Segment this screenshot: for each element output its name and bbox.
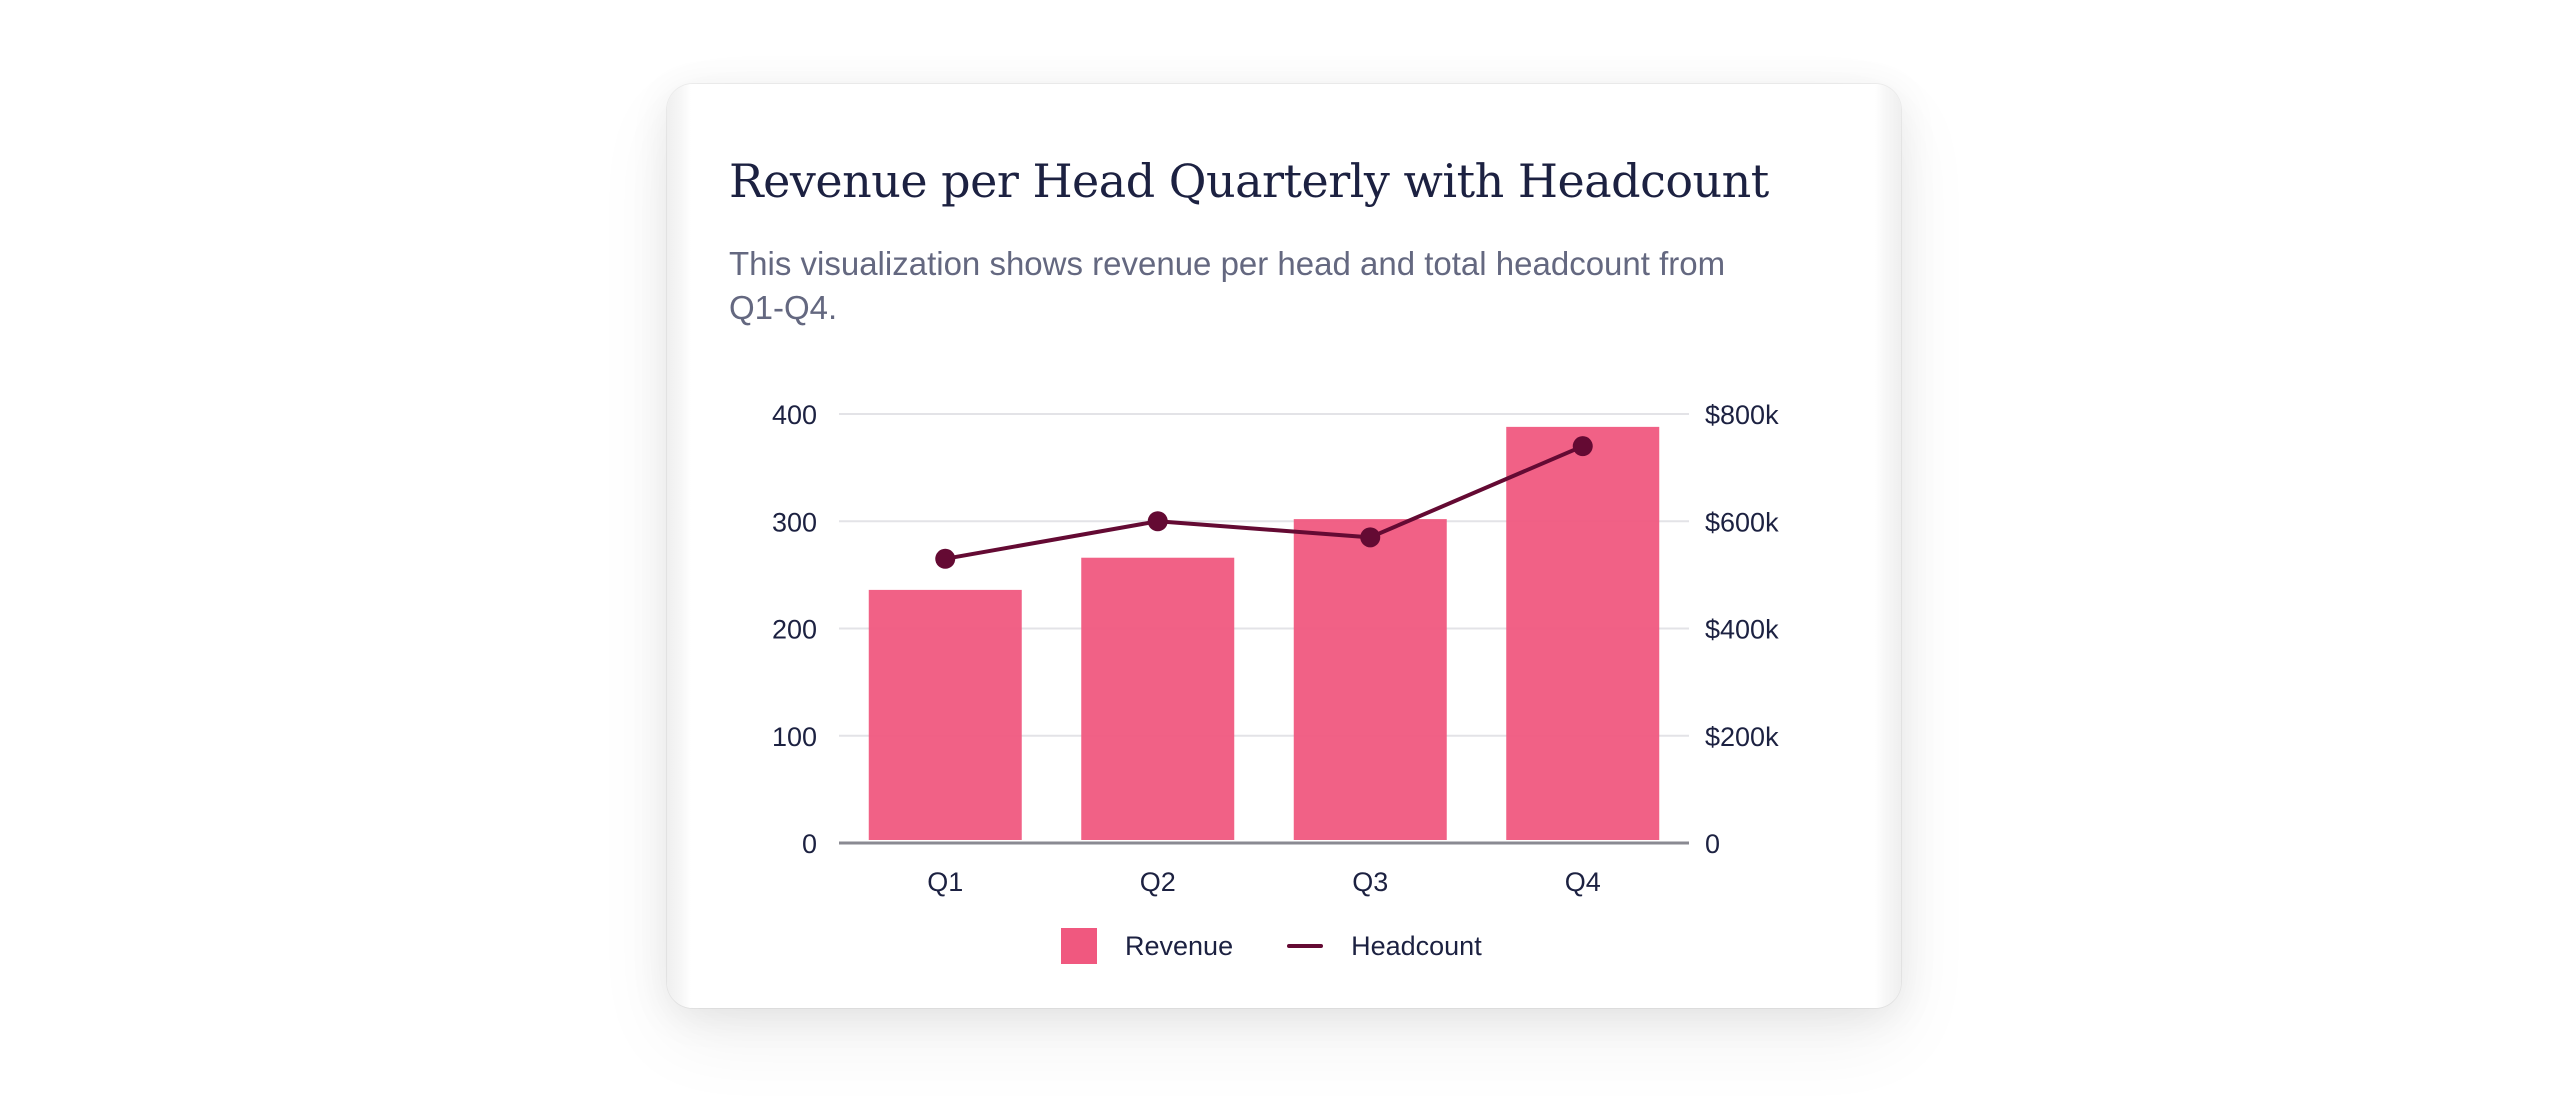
right-tick-label: $400k — [1705, 615, 1779, 645]
legend-label-revenue: Revenue — [1125, 930, 1234, 961]
headcount-point — [1360, 527, 1381, 548]
legend-label-headcount: Headcount — [1351, 930, 1482, 961]
left-tick-label: 300 — [772, 507, 817, 537]
right-tick-label: $600k — [1705, 507, 1779, 537]
right-tick-label: 0 — [1705, 829, 1720, 859]
right-tick-label: $800k — [1705, 400, 1779, 430]
x-axis-ticks: Q1 Q2 Q3 Q4 — [927, 867, 1601, 897]
right-tick-label: $200k — [1705, 722, 1779, 752]
chart-legend: Revenue Headcount — [1061, 926, 1536, 966]
revenue-bar — [1293, 519, 1447, 840]
revenue-bar — [1506, 426, 1660, 840]
headcount-point — [935, 548, 956, 569]
x-tick-label: Q2 — [1140, 867, 1176, 897]
legend-swatch-revenue — [1061, 928, 1097, 964]
chart-subtitle: This visualization shows revenue per hea… — [729, 245, 1726, 326]
card-shade-right — [1875, 84, 1901, 1008]
headcount-point — [1147, 511, 1168, 532]
left-tick-label: 0 — [802, 829, 817, 859]
left-tick-label: 100 — [772, 722, 817, 752]
revenue-bar — [1081, 557, 1235, 840]
card-shade-left — [667, 84, 691, 1008]
revenue-bar — [868, 589, 1022, 840]
legend-item-headcount[interactable]: Headcount — [1287, 931, 1482, 962]
left-tick-label: 400 — [772, 400, 817, 430]
left-axis-ticks: 0 100 200 300 400 — [772, 400, 817, 859]
combo-chart: 0 100 200 300 400 0 $200k $400k $600k $800k Q1 Q2… — [772, 400, 1779, 897]
chart-card: Revenue per Head Quarterly with Headcoun… — [667, 84, 1901, 1008]
headcount-point — [1572, 436, 1593, 457]
legend-line-headcount — [1287, 944, 1324, 948]
chart-title: Revenue per Head Quarterly with Headcoun… — [729, 154, 1769, 208]
x-tick-label: Q1 — [927, 867, 963, 897]
left-tick-label: 200 — [772, 615, 817, 645]
headcount-line-path — [943, 444, 1585, 561]
legend-item-revenue[interactable]: Revenue — [1061, 928, 1233, 964]
headcount-points — [935, 436, 1593, 569]
x-tick-label: Q3 — [1352, 867, 1388, 897]
x-tick-label: Q4 — [1565, 867, 1601, 897]
headcount-line — [943, 444, 1585, 561]
revenue-bars — [868, 426, 1660, 840]
right-axis-ticks: 0 $200k $400k $600k $800k — [1705, 400, 1779, 859]
